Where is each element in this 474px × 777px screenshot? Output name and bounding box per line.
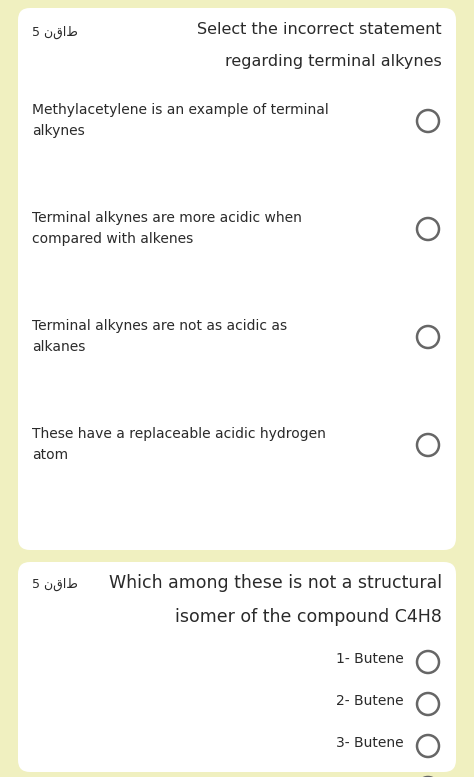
Text: 2- Butene: 2- Butene bbox=[337, 694, 404, 708]
Text: regarding terminal alkynes: regarding terminal alkynes bbox=[225, 54, 442, 69]
Text: Select the incorrect statement: Select the incorrect statement bbox=[197, 22, 442, 37]
Text: 1- Butene: 1- Butene bbox=[336, 652, 404, 666]
FancyBboxPatch shape bbox=[18, 562, 456, 772]
Text: 5 نقاط: 5 نقاط bbox=[32, 26, 78, 39]
Text: These have a replaceable acidic hydrogen
atom: These have a replaceable acidic hydrogen… bbox=[32, 427, 326, 462]
Text: Terminal alkynes are not as acidic as
alkanes: Terminal alkynes are not as acidic as al… bbox=[32, 319, 287, 354]
Text: Methylacetylene is an example of terminal
alkynes: Methylacetylene is an example of termina… bbox=[32, 103, 329, 138]
Text: 5 نقاط: 5 نقاط bbox=[32, 578, 78, 591]
Text: isomer of the compound C4H8: isomer of the compound C4H8 bbox=[175, 608, 442, 626]
FancyBboxPatch shape bbox=[18, 8, 456, 550]
Text: Which among these is not a structural: Which among these is not a structural bbox=[109, 574, 442, 592]
Text: Terminal alkynes are more acidic when
compared with alkenes: Terminal alkynes are more acidic when co… bbox=[32, 211, 302, 246]
Text: 3- Butene: 3- Butene bbox=[337, 736, 404, 750]
